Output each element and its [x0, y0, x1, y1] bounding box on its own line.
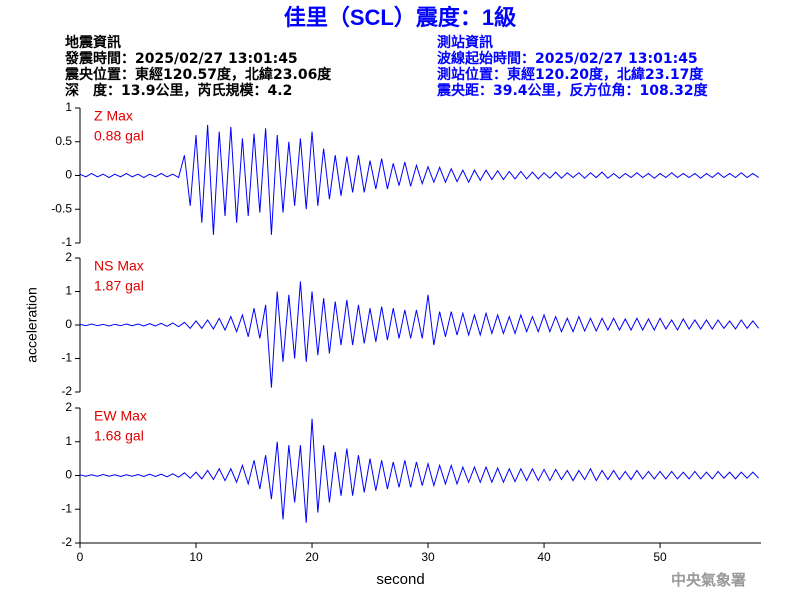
- y-tick-label: 0.5: [55, 134, 72, 148]
- waveform: [79, 281, 760, 388]
- info-text: 深 度：13.9公里，芮氏規模：4.2: [65, 82, 292, 99]
- y-tick-label: 0: [65, 468, 72, 482]
- chart-title: 佳里（SCL）震度：1級: [284, 5, 516, 30]
- y-axis-label: acceleration: [24, 287, 40, 363]
- info-text: 發震時間：2025/02/27 13:01:45: [64, 50, 298, 67]
- info-text: 測站資訊: [437, 34, 493, 51]
- info-text: 測站位置：東經120.20度，北緯23.17度: [437, 66, 704, 83]
- y-tick-label: 2: [65, 400, 72, 414]
- x-tick-label: 10: [189, 550, 203, 564]
- annotation: 1.68 gal: [94, 428, 144, 444]
- y-tick-label: 0: [65, 317, 72, 331]
- annotation: NS Max: [94, 258, 144, 274]
- annotation: 0.88 gal: [94, 128, 144, 144]
- y-tick-label: -0.5: [51, 201, 72, 215]
- y-tick-label: 1: [65, 284, 72, 298]
- watermark: 中央氣象署: [671, 571, 746, 589]
- info-text: 震央位置：東經120.57度，北緯23.06度: [64, 66, 332, 83]
- x-tick-label: 30: [421, 550, 435, 564]
- y-tick-label: -1: [61, 351, 72, 365]
- waveform: [79, 124, 759, 235]
- annotation: 1.87 gal: [94, 278, 144, 294]
- info-text: 地震資訊: [65, 34, 121, 51]
- y-tick-label: 0: [65, 168, 72, 182]
- y-tick-label: 1: [65, 434, 72, 448]
- y-tick-label: -2: [61, 535, 72, 549]
- x-tick-label: 50: [653, 550, 667, 564]
- y-tick-label: 1: [65, 100, 72, 114]
- info-text: 波線起始時間：2025/02/27 13:01:45: [437, 50, 698, 67]
- x-tick-label: 20: [305, 550, 319, 564]
- info-text: 震央距：39.4公里，反方位角：108.32度: [436, 82, 709, 99]
- y-tick-label: -1: [61, 501, 72, 515]
- y-tick-label: -2: [61, 384, 72, 398]
- y-tick-label: -1: [61, 235, 72, 249]
- x-tick-label: 40: [537, 550, 551, 564]
- x-tick-label: 0: [77, 550, 84, 564]
- annotation: Z Max: [94, 108, 133, 124]
- waveform: [79, 418, 760, 523]
- y-tick-label: 2: [65, 250, 72, 264]
- annotation: EW Max: [94, 408, 147, 424]
- x-axis-label: second: [376, 571, 424, 588]
